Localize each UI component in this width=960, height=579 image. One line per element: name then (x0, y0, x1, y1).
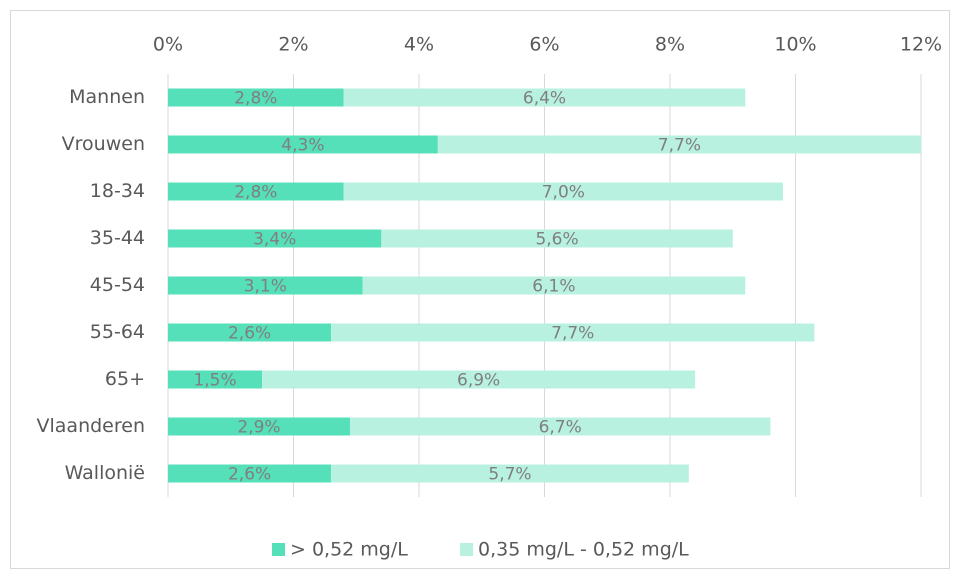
x-tick-label: 10% (774, 34, 816, 56)
y-tick-label: 55-64 (90, 321, 145, 343)
x-tick-label: 0% (153, 34, 183, 56)
x-tick-label: 12% (900, 34, 942, 56)
data-label: 6,7% (539, 418, 582, 438)
y-tick-label: 35-44 (90, 227, 145, 249)
data-label: 2,9% (237, 418, 280, 438)
y-tick-label: Vlaanderen (37, 415, 145, 437)
data-label: 1,5% (193, 371, 236, 391)
data-label: 5,7% (488, 465, 531, 485)
y-tick-label: Vrouwen (62, 133, 145, 155)
bar-segment (168, 135, 438, 154)
data-label: 6,1% (532, 277, 575, 297)
data-label: 2,6% (228, 324, 271, 344)
bar-segment (437, 135, 921, 154)
bar-segment (331, 323, 815, 342)
y-tick-label: 45-54 (90, 274, 145, 296)
bar-segment (168, 370, 263, 389)
bar-segment (168, 417, 350, 436)
data-label: 2,8% (234, 89, 277, 109)
bar-segment (262, 370, 696, 389)
y-tick-label: Wallonië (65, 462, 145, 484)
bar-segment (381, 229, 733, 248)
x-tick-label: 2% (278, 34, 308, 56)
data-label: 6,4% (523, 89, 566, 109)
legend-swatch (460, 543, 473, 556)
bar-segment (168, 229, 382, 248)
data-label: 3,4% (253, 230, 296, 250)
bar-segment (331, 464, 689, 483)
bar-segment (349, 417, 771, 436)
x-tick-label: 8% (655, 34, 685, 56)
data-label: 6,9% (457, 371, 500, 391)
bar-segment (343, 182, 783, 201)
y-tick-label: 65+ (105, 368, 145, 390)
data-label: 7,0% (542, 183, 585, 203)
y-tick-label: 18-34 (90, 180, 145, 202)
bar-segment (168, 88, 344, 107)
bar-segment (362, 276, 746, 295)
x-tick-label: 4% (404, 34, 434, 56)
data-label: 4,3% (281, 136, 324, 156)
x-tick-label: 6% (529, 34, 559, 56)
bar-segment (168, 276, 363, 295)
y-tick-label: Mannen (69, 86, 145, 108)
legend-label: > 0,52 mg/L (290, 539, 408, 561)
legend-swatch (272, 543, 285, 556)
data-label: 7,7% (551, 324, 594, 344)
bar-segment (343, 88, 746, 107)
data-label: 2,8% (234, 183, 277, 203)
data-label: 3,1% (244, 277, 287, 297)
data-label: 2,6% (228, 465, 271, 485)
data-label: 5,6% (535, 230, 578, 250)
bar-segment (168, 464, 332, 483)
bar-segment (168, 182, 344, 201)
bar-segment (168, 323, 332, 342)
legend-label: 0,35 mg/L - 0,52 mg/L (478, 539, 689, 561)
data-label: 7,7% (658, 136, 701, 156)
